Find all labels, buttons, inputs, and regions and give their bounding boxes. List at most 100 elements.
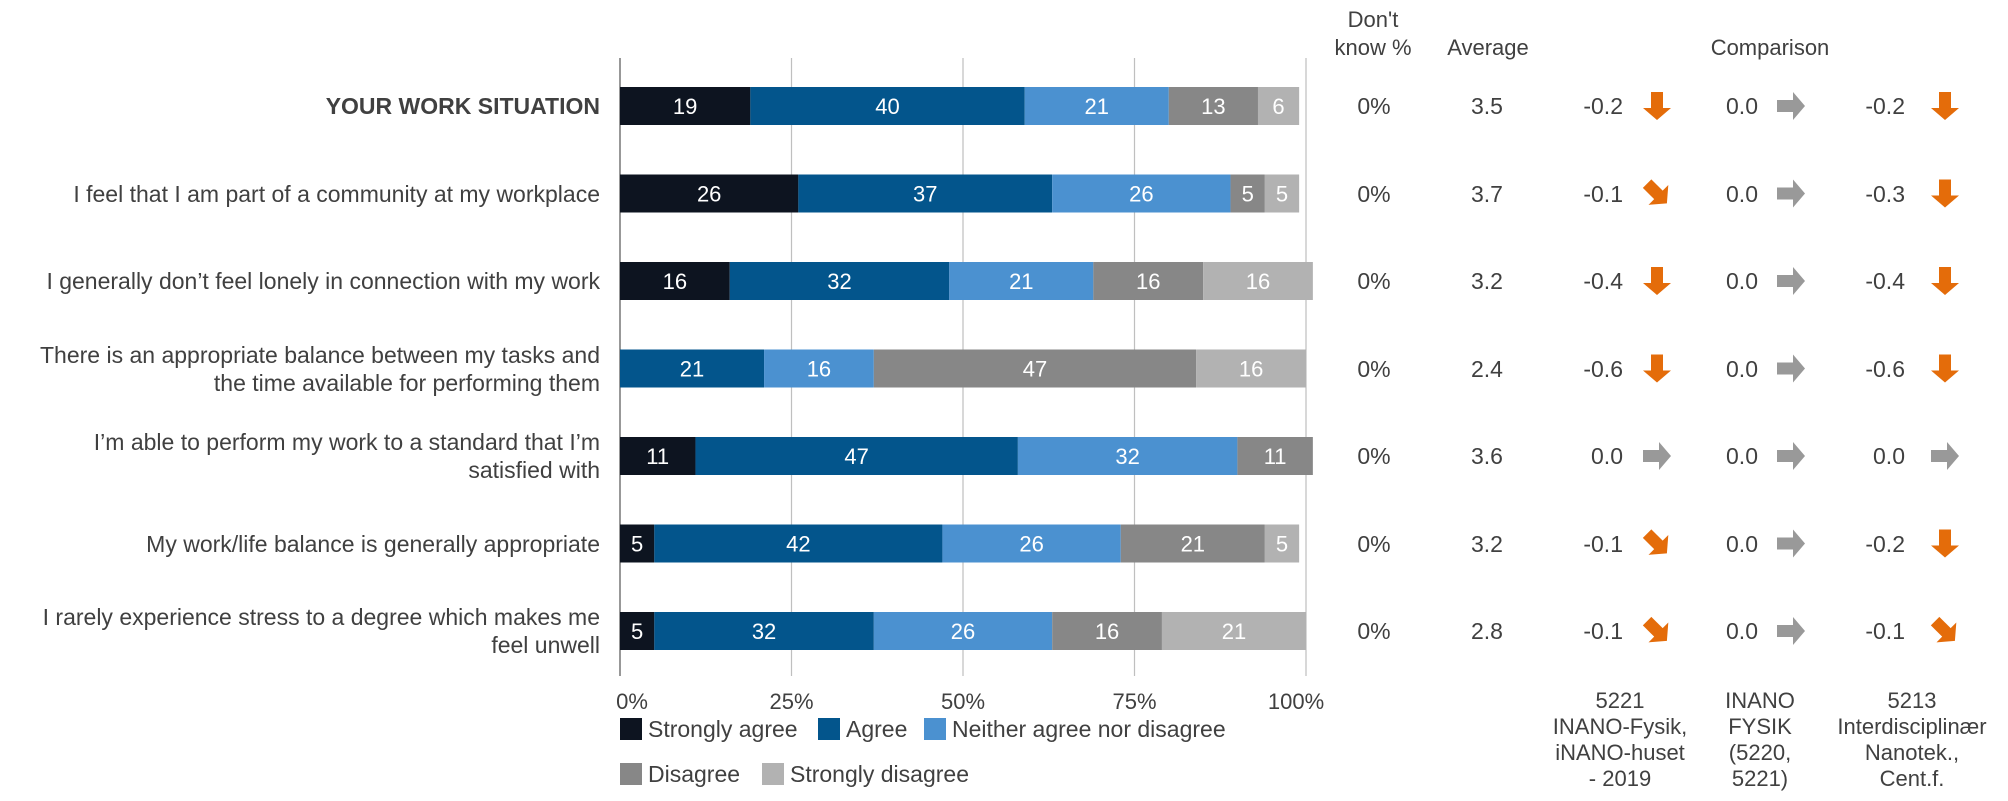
trend-arrow-down-icon bbox=[1931, 179, 1959, 208]
legend-item: Disagree bbox=[620, 760, 740, 788]
bar-segment bbox=[873, 349, 1197, 388]
comparison-value: 0.0 bbox=[1726, 268, 1758, 294]
bar-data-label: 16 bbox=[1136, 269, 1160, 294]
legend-label: Strongly agree bbox=[648, 716, 798, 742]
question-label-line: There is an appropriate balance between … bbox=[40, 341, 600, 368]
bar-segment bbox=[654, 612, 874, 650]
bar-data-label: 37 bbox=[913, 182, 937, 207]
comparison-group-label-line: Interdisciplinær bbox=[1837, 714, 1987, 739]
bar-segment bbox=[1230, 174, 1265, 213]
comparison-header: Comparison bbox=[1710, 35, 1830, 60]
comparison-group-label: INANO FYSIK (5220, 5221) bbox=[1675, 688, 1845, 792]
bar-data-label: 21 bbox=[1085, 94, 1109, 119]
comparison-value: 0.0 bbox=[1726, 530, 1758, 557]
bar-data-label: 16 bbox=[807, 357, 831, 382]
bar-segment bbox=[620, 349, 765, 388]
comparison-value: -0.2 bbox=[1865, 93, 1905, 119]
comparison-value: 0.0 bbox=[1873, 443, 1905, 469]
legend-label: Agree bbox=[846, 716, 908, 742]
question-label-line: satisfied with bbox=[468, 457, 600, 483]
comparison-group-label: 5221 INANO-Fysik, iNANO-huset - 2019 bbox=[1535, 688, 1705, 792]
legend-label: Neither agree nor disagree bbox=[952, 716, 1226, 742]
bar-segment bbox=[620, 612, 655, 650]
bar-data-label: 16 bbox=[663, 269, 687, 294]
bar-data-label: 19 bbox=[673, 94, 697, 119]
average-value: 3.2 bbox=[1471, 268, 1503, 294]
bar-segment bbox=[620, 262, 730, 300]
bar-data-label: 40 bbox=[875, 94, 899, 119]
x-tick-label: 75% bbox=[1112, 689, 1157, 714]
question-label-line: I rarely experience stress to a degree w… bbox=[42, 604, 600, 630]
bar-segment bbox=[620, 174, 799, 213]
question-label-line: My work/life balance is generally approp… bbox=[146, 530, 600, 557]
legend-label: Disagree bbox=[648, 761, 741, 787]
comparison-group-label-line: Nanotek., bbox=[1864, 740, 1960, 765]
trend-arrow-right-icon bbox=[1931, 442, 1959, 470]
trend-arrow-down-icon bbox=[1931, 354, 1959, 383]
bar-segment bbox=[1017, 437, 1238, 475]
question-label-line: I generally don’t feel lonely in connect… bbox=[46, 268, 600, 294]
dont-know-value: 0% bbox=[1357, 618, 1391, 644]
bar-segment bbox=[764, 349, 874, 388]
trend-arrow-right-icon bbox=[1643, 442, 1671, 470]
x-tick-label: 50% bbox=[940, 689, 986, 714]
trend-arrow-down-right-icon bbox=[1930, 616, 1957, 643]
bar-segment bbox=[654, 524, 943, 563]
question-label: I’m able to perform my work to a standar… bbox=[0, 428, 600, 484]
bar-segment bbox=[1196, 349, 1306, 388]
bar-data-label: 16 bbox=[1246, 269, 1270, 294]
bar-segment bbox=[942, 524, 1121, 563]
average-value: 2.8 bbox=[1471, 618, 1503, 644]
bar-segment bbox=[1093, 262, 1204, 300]
trend-arrow-right-icon bbox=[1777, 179, 1805, 208]
comparison-group-label-line: INANO-Fysik, bbox=[1552, 714, 1688, 739]
bar-data-label: 42 bbox=[786, 532, 810, 557]
bar-data-label: 5 bbox=[631, 532, 643, 557]
comparison-value: 0.0 bbox=[1726, 443, 1758, 469]
dont-know-header-line-2: know % bbox=[1334, 35, 1412, 60]
bar-segment bbox=[1024, 87, 1169, 125]
question-label: I generally don’t feel lonely in connect… bbox=[0, 267, 600, 295]
bar-data-label: 5 bbox=[631, 619, 643, 644]
x-tick-label: 25% bbox=[769, 689, 814, 714]
bar-data-label: 26 bbox=[697, 182, 721, 207]
comparison-value: -0.2 bbox=[1865, 530, 1905, 557]
x-tick-label: 100% bbox=[1267, 689, 1325, 714]
bar-segment bbox=[750, 87, 1025, 125]
trend-arrow-down-icon bbox=[1931, 267, 1959, 295]
bar-segment bbox=[1120, 524, 1265, 563]
dont-know-header: Don't know % bbox=[1318, 6, 1428, 62]
bar-data-label: 13 bbox=[1201, 94, 1225, 119]
dont-know-value: 0% bbox=[1357, 355, 1391, 382]
dont-know-value: 0% bbox=[1357, 268, 1391, 294]
comparison-group-label-line: - 2019 bbox=[1588, 766, 1652, 791]
bar-segment bbox=[620, 87, 751, 125]
question-label: I rarely experience stress to a degree w… bbox=[0, 603, 600, 659]
trend-arrow-down-icon bbox=[1643, 92, 1671, 120]
dont-know-value: 0% bbox=[1357, 93, 1391, 119]
comparison-group-label-line: 5221) bbox=[1731, 766, 1789, 791]
question-label-line: I’m able to perform my work to a standar… bbox=[93, 429, 600, 455]
comparison-group-label-line: 5213 bbox=[1887, 688, 1937, 713]
bar-data-label: 47 bbox=[1023, 357, 1047, 382]
bar-data-label: 26 bbox=[951, 619, 975, 644]
bar-segment bbox=[1237, 437, 1313, 475]
trend-arrow-down-right-icon bbox=[1642, 616, 1669, 643]
bar-data-label: 21 bbox=[1009, 269, 1033, 294]
comparison-value: 0.0 bbox=[1726, 180, 1758, 207]
question-label: My work/life balance is generally approp… bbox=[0, 530, 600, 558]
comparison-value: -0.6 bbox=[1865, 355, 1905, 382]
bar-data-label: 16 bbox=[1239, 357, 1263, 382]
trend-arrow-right-icon bbox=[1777, 442, 1805, 470]
bar-segment bbox=[1052, 612, 1162, 650]
legend-swatch bbox=[818, 718, 840, 740]
bar-segment bbox=[949, 262, 1094, 300]
question-label: There is an appropriate balance between … bbox=[0, 341, 600, 397]
bar-data-label: 21 bbox=[1222, 619, 1246, 644]
legend-swatch bbox=[620, 718, 642, 740]
comparison-value: -0.4 bbox=[1865, 268, 1905, 294]
average-value: 3.5 bbox=[1471, 93, 1503, 119]
dont-know-value: 0% bbox=[1357, 180, 1391, 207]
bar-data-label: 32 bbox=[1115, 444, 1139, 469]
